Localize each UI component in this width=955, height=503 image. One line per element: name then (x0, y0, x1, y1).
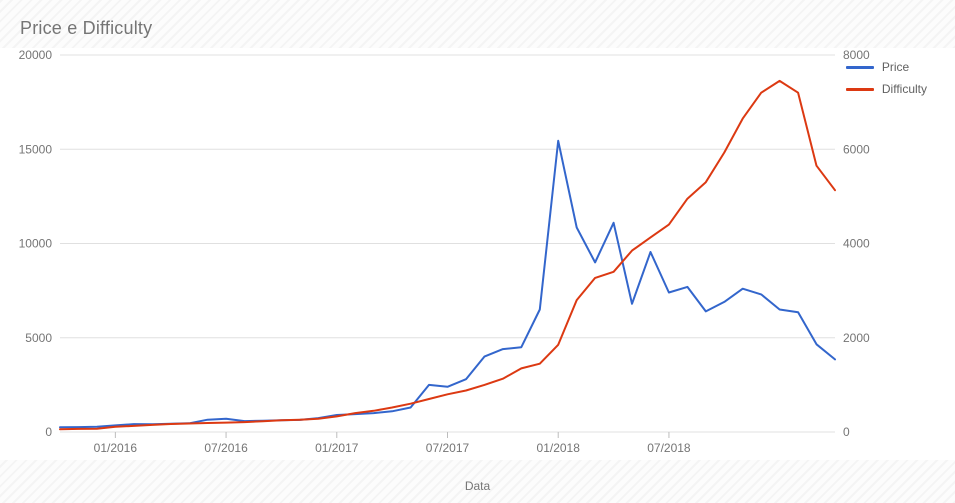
legend: Price Difficulty (846, 60, 927, 104)
svg-text:07/2018: 07/2018 (647, 441, 691, 455)
svg-text:01/2016: 01/2016 (94, 441, 138, 455)
svg-text:5000: 5000 (25, 331, 52, 345)
svg-text:01/2018: 01/2018 (537, 441, 581, 455)
svg-text:4000: 4000 (843, 237, 870, 251)
svg-text:15000: 15000 (19, 142, 53, 156)
svg-text:6000: 6000 (843, 142, 870, 156)
svg-text:10000: 10000 (19, 237, 53, 251)
series-line-price (60, 141, 835, 428)
legend-item-price: Price (846, 60, 927, 74)
svg-text:0: 0 (45, 425, 52, 439)
svg-text:0: 0 (843, 425, 850, 439)
y-axis-right: 02000400060008000 (843, 48, 870, 439)
legend-swatch (846, 88, 874, 91)
legend-label: Price (882, 60, 909, 74)
x-axis: 01/2016 07/2016 01/2017 07/2017 01/2018 07/20… (60, 432, 835, 455)
svg-text:2000: 2000 (843, 331, 870, 345)
svg-text:20000: 20000 (19, 48, 53, 62)
legend-item-difficulty: Difficulty (846, 82, 927, 96)
legend-swatch (846, 66, 874, 69)
series-group (60, 81, 835, 429)
y-axis-left: 0 5000 10000 15000 20000 (19, 48, 53, 439)
svg-text:01/2017: 01/2017 (315, 441, 359, 455)
svg-text:07/2017: 07/2017 (426, 441, 470, 455)
x-axis-title: Data (465, 479, 490, 493)
legend-label: Difficulty (882, 82, 927, 96)
svg-text:07/2016: 07/2016 (204, 441, 248, 455)
gridlines (60, 55, 835, 432)
chart-svg: 05000100001500020000 02000400060008000 0… (0, 0, 955, 503)
series-line-difficulty (60, 81, 835, 429)
chart-container: Price e Difficulty 05000100001500020000 … (0, 0, 955, 503)
